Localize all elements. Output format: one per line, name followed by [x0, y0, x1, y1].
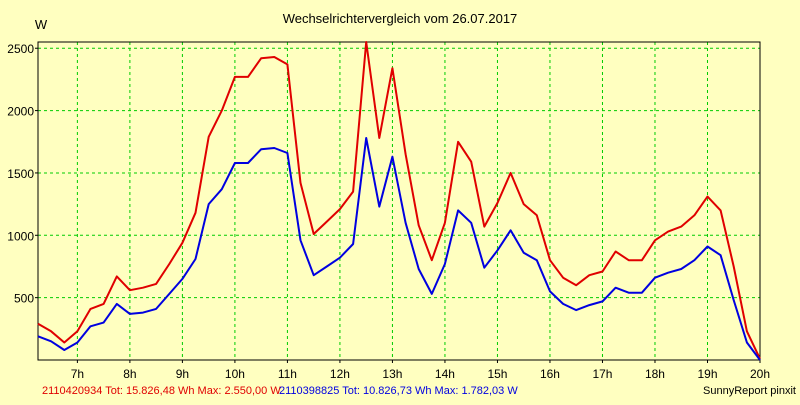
chart-title: Wechselrichtervergleich vom 26.07.2017 [283, 11, 518, 26]
series-line-2110398825 [37, 137, 761, 361]
x-tick-label: 18h [645, 367, 665, 381]
x-tick-label: 10h [225, 367, 245, 381]
footer-credit: SunnyReport pinxit [703, 385, 796, 397]
x-tick-label: 8h [123, 367, 136, 381]
legend-series-1: 2110420934 Tot: 15.826,48 Wh Max: 2.550,… [42, 385, 281, 397]
x-tick-label: 16h [540, 367, 560, 381]
grid-layer [38, 42, 760, 360]
y-tick-label: 2000 [7, 105, 34, 119]
series-line-2110420934 [37, 41, 761, 360]
x-tick-label: 13h [382, 367, 402, 381]
x-tick-label: 17h [592, 367, 612, 381]
x-tick-label: 9h [176, 367, 189, 381]
y-tick-label: 500 [14, 292, 34, 306]
series-layer [37, 41, 761, 361]
tick-layer: 500 1000 1500 2000 2500 7h 8h 9h 10h 11h 12h 13h 14h… [7, 42, 770, 381]
y-axis-label: W [35, 17, 48, 32]
legend-series-2: 2110398825 Tot: 10.826,73 Wh Max: 1.782,… [279, 385, 518, 397]
x-tick-label: 11h [278, 367, 297, 381]
x-tick-label: 20h [750, 367, 770, 381]
x-tick-label: 12h [330, 367, 350, 381]
y-tick-label: 1000 [7, 229, 34, 243]
y-tick-label: 1500 [7, 167, 34, 181]
x-tick-label: 7h [71, 367, 84, 381]
x-tick-label: 14h [435, 367, 455, 381]
plot-frame [37, 41, 761, 361]
x-tick-label: 15h [487, 367, 507, 381]
y-tick-label: 2500 [7, 42, 34, 56]
x-tick-label: 19h [697, 367, 717, 381]
